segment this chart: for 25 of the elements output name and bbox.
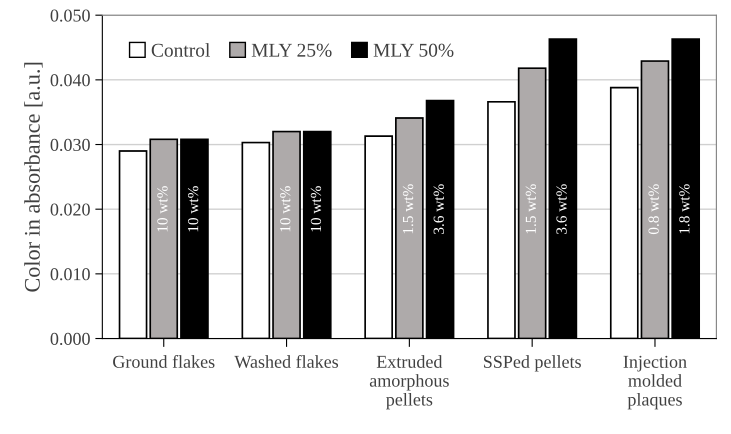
y-axis-title: Color in absorbance [a.u.] — [24, 62, 43, 292]
x-tick-label: Extruded amorphous pellets — [370, 355, 449, 410]
annotation: 10 wt% — [157, 186, 168, 232]
y-tick-label: 0.030 — [50, 138, 90, 152]
x-tick-label: Injection molded plaques — [624, 356, 687, 410]
legend-label: MLY 50% — [374, 44, 454, 57]
y-tick-label: 0.000 — [50, 332, 90, 346]
annotation: 1.5 wt% — [526, 184, 536, 234]
annotation: 1.5 wt% — [402, 184, 414, 234]
x-tick-label: Ground flakes — [113, 355, 214, 368]
y-tick-label: 0.010 — [50, 268, 90, 280]
legend-label: Control — [152, 43, 210, 57]
x-tick-label: Washed flakes — [234, 355, 338, 368]
annotation: 10 wt% — [280, 186, 290, 232]
annotation: 3.6 wt% — [434, 184, 444, 234]
y-tick-label: 0.020 — [50, 203, 90, 216]
annotation: 3.6 wt% — [556, 184, 567, 234]
legend-label: MLY 25% — [252, 44, 332, 57]
x-tick-label: SSPed pellets — [484, 355, 581, 372]
y-tick-label: 0.040 — [50, 74, 90, 86]
annotation: 10 wt% — [310, 186, 322, 232]
annotation: 1.8 wt% — [679, 184, 690, 234]
annotation: 0.8 wt% — [648, 184, 659, 234]
y-tick-label: 0.050 — [50, 9, 90, 22]
annotation: 10 wt% — [188, 186, 198, 232]
